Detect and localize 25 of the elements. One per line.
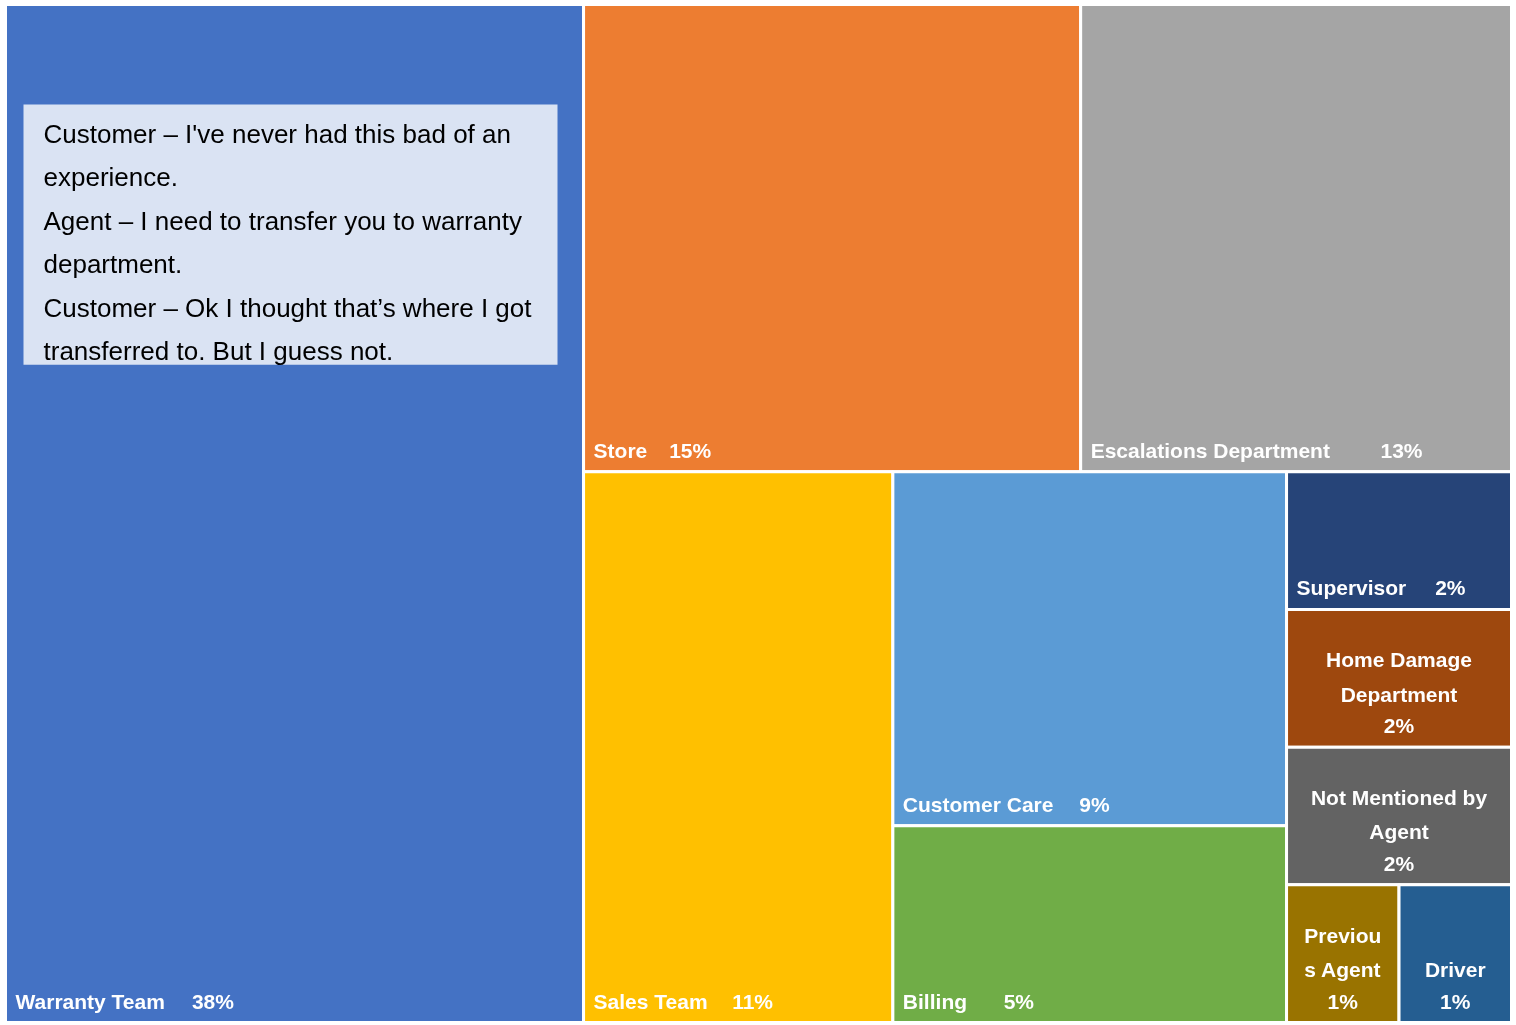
data-label: 38% — [191, 989, 235, 1013]
category-label: Sales Team — [593, 989, 708, 1013]
text: Customer – Ok I thought that’s where I got transferred to. But I guess not. — [43, 292, 533, 366]
text: Agent – I need to transfer you to warranty department. — [43, 205, 522, 279]
data-label: 1% — [1440, 989, 1471, 1013]
category-label: Escalations Department — [1090, 438, 1330, 462]
category-label: Home Damage Department — [1326, 648, 1472, 706]
category-label: Supervisor — [1296, 576, 1407, 600]
data-label: 2% — [1435, 576, 1466, 600]
data-label: 1% — [1327, 989, 1359, 1013]
category-label: Previous Agent — [1304, 923, 1382, 981]
category-label: Billing — [902, 989, 968, 1013]
category-label: Driver — [1424, 958, 1486, 981]
data-label: 9% — [1079, 792, 1110, 816]
data-label: 15% — [669, 438, 712, 462]
data-label: 2% — [1383, 714, 1415, 738]
data-label: 2% — [1383, 851, 1415, 875]
category-label: Customer Care — [902, 792, 1054, 816]
data-label: 13% — [1380, 438, 1423, 462]
category-label: Warranty Team — [15, 989, 165, 1013]
category-label: Store — [593, 438, 648, 462]
data-label: 5% — [1003, 989, 1035, 1013]
text: Customer – I've never had this bad of an experience. — [43, 118, 511, 192]
data-label: 11% — [732, 989, 774, 1013]
category-label: Not Mentioned by Agent — [1310, 785, 1488, 844]
